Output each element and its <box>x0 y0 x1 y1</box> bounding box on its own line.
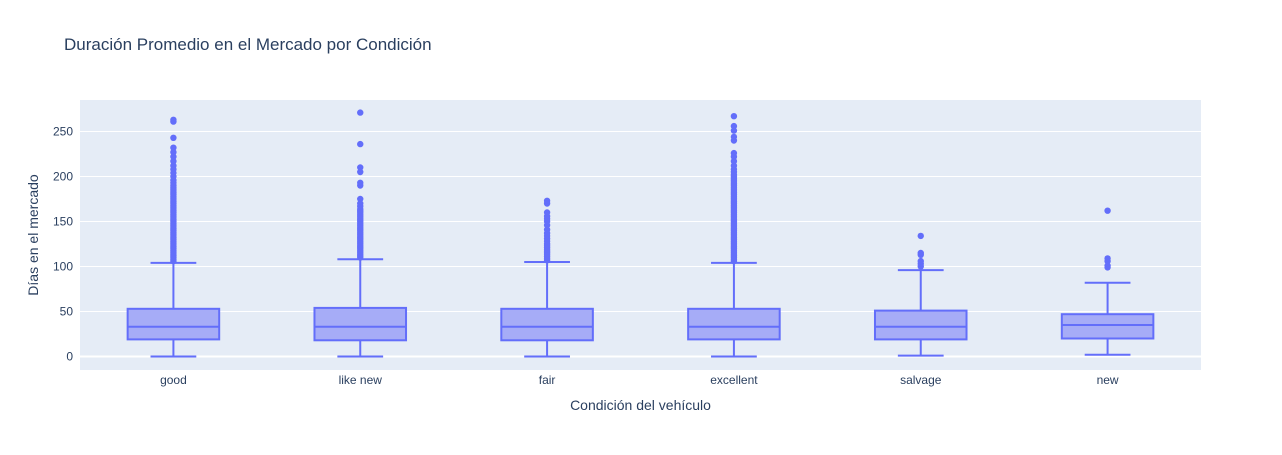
outlier-point <box>357 168 364 176</box>
iqr-box <box>687 307 781 341</box>
outlier-point <box>1104 262 1111 269</box>
outlier-point <box>543 209 551 216</box>
outlier-point <box>1104 207 1111 214</box>
outlier-point <box>917 257 924 265</box>
y-axis-title: Días en el mercado <box>25 174 41 296</box>
box-good <box>126 116 221 358</box>
iqr-box <box>500 307 594 342</box>
y-tick-label: 250 <box>53 125 73 139</box>
outlier-point <box>170 158 177 165</box>
iqr-box <box>126 307 221 341</box>
x-tick-label: like new <box>339 373 383 387</box>
y-tick-label: 50 <box>60 305 74 319</box>
chart-title: Duración Promedio en el Mercado por Cond… <box>64 35 432 54</box>
outlier-point <box>730 158 738 165</box>
outlier-point <box>730 122 738 130</box>
outlier-point <box>357 164 364 171</box>
y-axis-ticks: 0 50 100 150 200 250 <box>53 125 73 364</box>
y-tick-label: 150 <box>53 215 73 229</box>
outlier-point <box>170 116 177 124</box>
outlier-point <box>170 153 177 160</box>
box-fair <box>500 197 594 358</box>
boxes-layer <box>126 109 1155 358</box>
outlier-point <box>543 226 551 233</box>
y-tick-label: 0 <box>66 350 73 364</box>
x-tick-label: good <box>160 373 187 387</box>
x-tick-label: new <box>1097 373 1119 387</box>
y-tick-label: 100 <box>53 260 73 274</box>
outlier-point <box>357 200 364 207</box>
x-tick-label: excellent <box>710 373 758 387</box>
outlier-point <box>170 149 177 156</box>
grid-lines <box>80 131 1201 358</box>
outlier-point <box>357 140 364 148</box>
box-new <box>1060 207 1155 356</box>
box-excellent <box>687 113 781 358</box>
outlier-point <box>543 197 551 204</box>
x-tick-label: salvage <box>900 373 942 387</box>
outlier-point <box>730 113 738 120</box>
box-salvage <box>873 232 968 357</box>
outlier-point <box>917 249 924 257</box>
outlier-point <box>730 133 738 141</box>
outlier-point <box>357 109 364 116</box>
x-tick-label: fair <box>539 373 556 387</box>
outlier-point <box>357 179 364 186</box>
box-like-new <box>313 109 408 358</box>
outlier-point <box>170 134 177 141</box>
x-axis-ticks: good like new fair excellent salvage new <box>160 373 1119 387</box>
outlier-point <box>730 127 738 134</box>
outlier-point <box>357 195 364 203</box>
outlier-point <box>1104 255 1111 262</box>
iqr-box <box>873 309 968 341</box>
x-axis-title: Condición del vehículo <box>570 397 711 413</box>
iqr-box <box>313 306 408 342</box>
outlier-point <box>170 144 177 151</box>
outlier-point <box>730 162 738 169</box>
plot-area <box>80 100 1201 370</box>
iqr-box <box>1060 313 1155 340</box>
outlier-point <box>917 232 924 240</box>
outlier-point <box>170 162 177 169</box>
y-tick-label: 200 <box>53 170 73 184</box>
outlier-point <box>730 149 738 157</box>
